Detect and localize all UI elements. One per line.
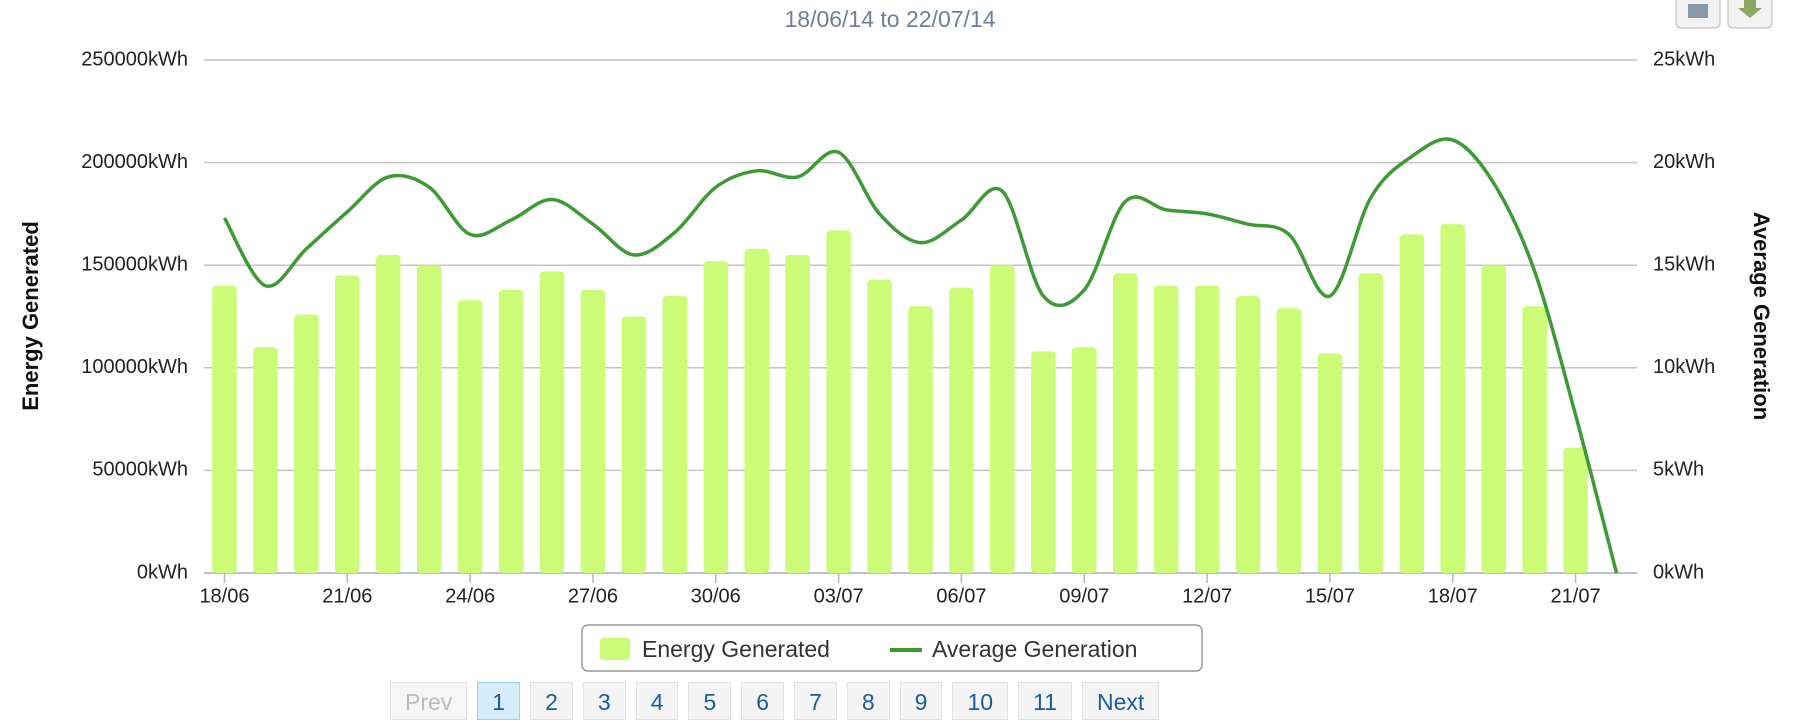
bar	[908, 306, 933, 573]
x-tick-label: 21/07	[1551, 585, 1601, 607]
bar	[1440, 224, 1466, 573]
bar	[1071, 347, 1097, 573]
x-tick-label: 21/06	[322, 585, 372, 607]
page-button[interactable]: 4	[635, 682, 679, 720]
bar	[1522, 306, 1547, 573]
x-tick-label: 15/07	[1305, 585, 1355, 607]
y2-tick-label: 10kWh	[1653, 356, 1715, 378]
bar	[294, 314, 319, 573]
bar	[416, 265, 442, 573]
pagination: Prev 1 2 3 4 5 6 7 8 9 10 11 Next	[390, 682, 1160, 722]
bar	[1481, 265, 1506, 573]
bar	[1031, 351, 1056, 573]
bar	[539, 271, 565, 573]
download-button[interactable]	[1727, 0, 1773, 29]
x-tick-label: 27/06	[568, 585, 618, 607]
legend-label: Energy Generated	[642, 636, 830, 662]
x-tick-label: 12/07	[1182, 585, 1232, 607]
page-button[interactable]: 1	[477, 682, 521, 720]
x-tick-label: 06/07	[936, 585, 986, 607]
bar	[212, 285, 237, 573]
bar	[1358, 273, 1384, 573]
line	[222, 137, 1619, 574]
bar	[744, 248, 770, 573]
bar	[375, 254, 401, 573]
page-button[interactable]: 8	[846, 682, 890, 720]
bar	[1399, 234, 1425, 574]
page-button[interactable]: 5	[688, 682, 732, 720]
bar	[253, 347, 278, 573]
y2-axis-title: Average Generation	[1749, 212, 1774, 420]
bar	[990, 265, 1015, 573]
bar	[498, 289, 524, 573]
y-axis-title: Energy Generated	[18, 221, 43, 411]
bar	[1317, 353, 1343, 573]
page-button[interactable]: Next	[1081, 682, 1160, 720]
page-button: Prev	[390, 682, 468, 720]
bar	[1194, 285, 1220, 573]
page-button[interactable]: 11	[1018, 682, 1072, 720]
page-button[interactable]: 7	[794, 682, 837, 720]
bar	[335, 275, 360, 573]
legend-label: Average Generation	[932, 636, 1137, 662]
bar	[1563, 447, 1588, 573]
y2-tick-label: 0kWh	[1653, 561, 1704, 583]
y2-tick-label: 5kWh	[1653, 459, 1704, 481]
bar	[826, 230, 851, 574]
chart: 18/06/14 to 22/07/14 Energy Generated Av…	[18, 0, 1774, 672]
y2-tick-label: 25kWh	[1653, 48, 1715, 70]
bar	[621, 316, 647, 573]
y2-tick-label: 15kWh	[1653, 253, 1715, 275]
bar	[662, 295, 688, 573]
y-tick-label: 100000kWh	[81, 356, 188, 378]
x-tick-label: 18/07	[1428, 585, 1478, 607]
bar	[1112, 273, 1138, 573]
y-tick-label: 50000kWh	[92, 459, 188, 481]
y-tick-label: 250000kWh	[81, 48, 188, 70]
bar	[867, 279, 892, 573]
print-button[interactable]	[1675, 0, 1721, 29]
bar	[703, 261, 729, 573]
page-button[interactable]: 2	[530, 682, 573, 720]
page-button[interactable]: 9	[899, 682, 943, 720]
bar	[457, 300, 483, 573]
x-tick-label: 24/06	[445, 585, 495, 607]
y2-tick-label: 20kWh	[1653, 151, 1715, 173]
x-tick-label: 30/06	[691, 585, 741, 607]
page-button[interactable]: 3	[582, 682, 626, 720]
legend-swatch	[600, 638, 630, 660]
page-button[interactable]: 6	[741, 682, 785, 720]
bar	[785, 254, 810, 573]
x-tick-label: 18/06	[199, 585, 249, 607]
x-tick-label: 09/07	[1059, 585, 1109, 607]
y-tick-label: 150000kWh	[81, 253, 188, 275]
bar	[1153, 285, 1179, 573]
y-tick-label: 0kWh	[137, 561, 188, 583]
x-tick-label: 03/07	[814, 585, 864, 607]
bar	[1235, 295, 1261, 573]
bar	[580, 289, 606, 573]
chart-subtitle: 18/06/14 to 22/07/14	[784, 6, 995, 32]
y-tick-label: 200000kWh	[81, 151, 188, 173]
bar	[949, 287, 974, 573]
page-button[interactable]: 10	[952, 682, 1009, 720]
bar	[1276, 308, 1302, 573]
